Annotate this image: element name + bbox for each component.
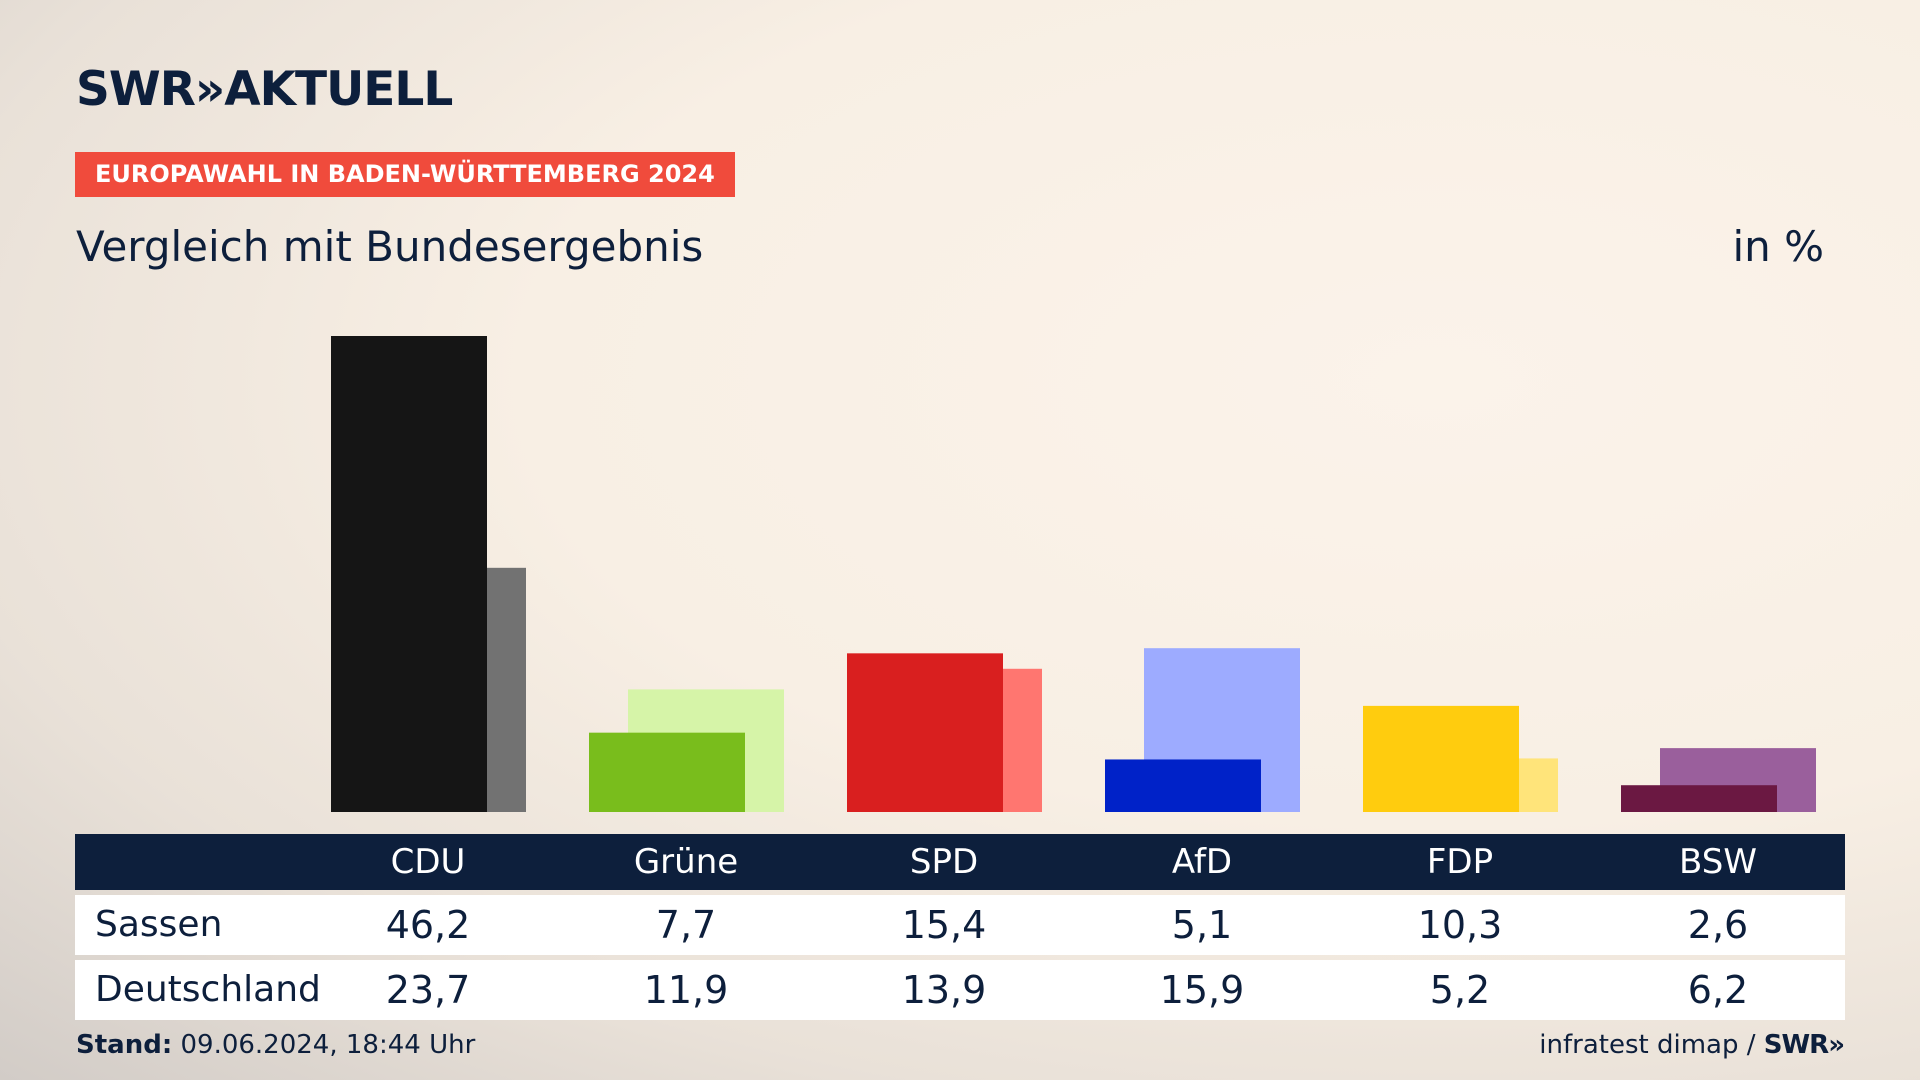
brand-name: AKTUELL — [224, 62, 453, 117]
header-gruene: Grüne — [633, 842, 739, 882]
swr-logo-icon: SWR» — [1763, 1030, 1845, 1060]
chart-subtitle: Vergleich mit Bundesergebnis — [76, 222, 704, 271]
unit-label: in % — [1732, 222, 1824, 271]
cell-value: 7,7 — [655, 903, 717, 947]
brand-swr: SWR — [76, 62, 196, 117]
row-label: Deutschland — [95, 969, 321, 1010]
header-afd: AfD — [1171, 842, 1233, 882]
source-credit: infratest dimap / SWR» — [1539, 1030, 1845, 1060]
cell-value: 6,2 — [1687, 968, 1749, 1012]
cell-value: 23,7 — [385, 968, 471, 1012]
table-header: CDU Grüne SPD AfD FDP BSW — [75, 834, 1845, 890]
header-fdp: FDP — [1426, 842, 1494, 882]
table-row-deutschland: Deutschland 23,7 11,9 13,9 15,9 5,2 6,2 — [75, 960, 1845, 1020]
table-row-sassen: Sassen 46,2 7,7 15,4 5,1 10,3 2,6 — [75, 895, 1845, 955]
stand-label: Stand: — [76, 1030, 173, 1060]
bar-sassen-bsw — [1621, 785, 1777, 812]
results-table: CDU Grüne SPD AfD FDP BSW Sassen 46,2 7,… — [75, 834, 1845, 1020]
bar-sassen-afd — [1105, 759, 1261, 812]
cell-value: 15,9 — [1159, 968, 1245, 1012]
cell-value: 10,3 — [1417, 903, 1503, 947]
cell-value: 13,9 — [901, 968, 987, 1012]
cell-value: 11,9 — [643, 968, 729, 1012]
swr-aktuell-logo: SWR» AKTUELL — [76, 66, 453, 113]
bar-chart — [331, 336, 1816, 812]
election-tag: EUROPAWAHL IN BADEN-WÜRTTEMBERG 2024 — [75, 152, 735, 197]
bar-sassen-fdp — [1363, 705, 1519, 812]
header-spd: SPD — [909, 842, 979, 882]
cell-value: 5,2 — [1429, 968, 1491, 1012]
bar-sassen-grüne — [589, 732, 745, 812]
header-bsw: BSW — [1679, 842, 1757, 882]
row-label: Sassen — [95, 904, 223, 945]
cell-value: 5,1 — [1171, 903, 1233, 947]
bar-sassen-spd — [847, 653, 1003, 812]
header-cdu: CDU — [390, 842, 466, 882]
cell-value: 46,2 — [385, 903, 471, 947]
cell-value: 15,4 — [901, 903, 987, 947]
cell-value: 2,6 — [1687, 903, 1749, 947]
stand-value: 09.06.2024, 18:44 Uhr — [180, 1030, 476, 1060]
source-text: infratest dimap / — [1539, 1030, 1756, 1060]
timestamp: Stand: 09.06.2024, 18:44 Uhr — [76, 1030, 475, 1060]
bar-sassen-cdu — [331, 336, 487, 812]
